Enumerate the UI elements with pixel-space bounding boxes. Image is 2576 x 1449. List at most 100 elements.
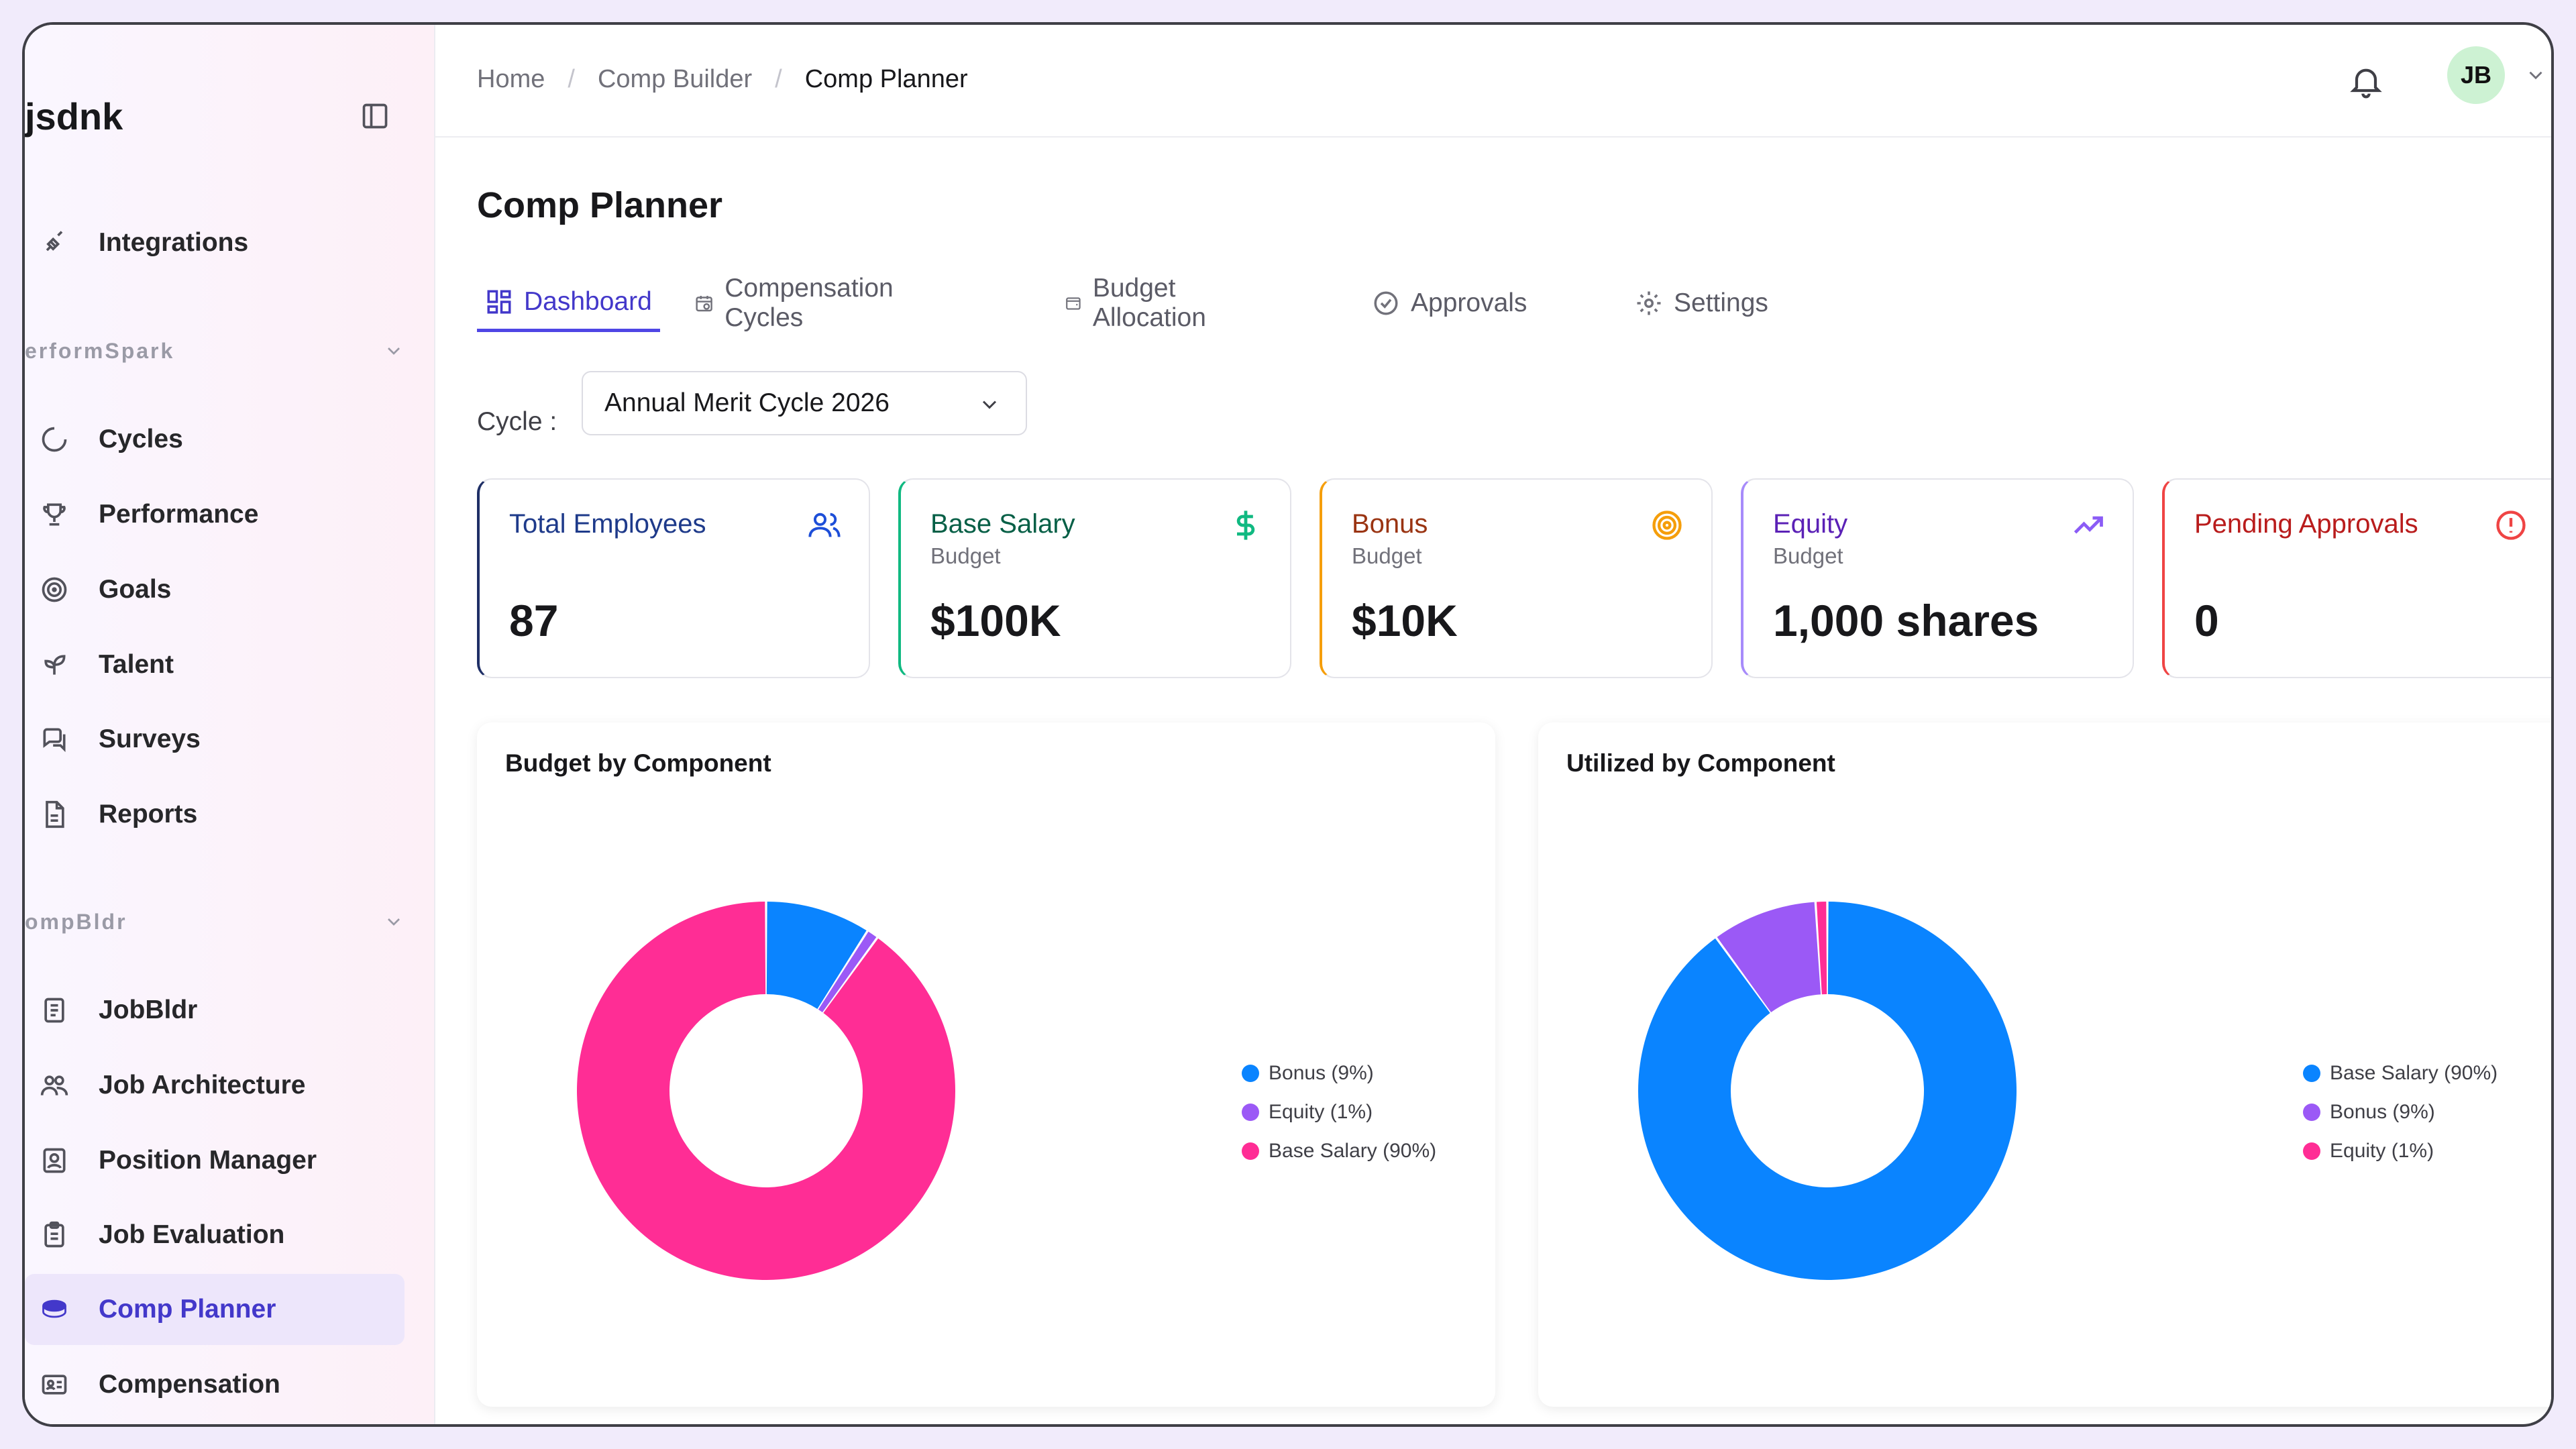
sidebar-item-job-architecture[interactable]: Job Architecture	[25, 1050, 405, 1121]
sidebar-item-label: Goals	[99, 575, 172, 604]
sidebar-item-label: Performance	[99, 500, 259, 529]
breadcrumb-separator: /	[568, 65, 575, 93]
legend-swatch	[1242, 1142, 1259, 1160]
sidebar-item-comp-planner[interactable]: Comp Planner	[25, 1274, 405, 1345]
sidebar-item-label: Job Evaluation	[99, 1220, 285, 1249]
card-value: 0	[2194, 596, 2219, 645]
cycle-icon	[42, 427, 67, 452]
app-window: jsdnk Integrations erformSpark Cycles Pe…	[22, 22, 2554, 1427]
card-title: Total Employees	[509, 509, 706, 539]
sidebar-item-goals[interactable]: Goals	[25, 554, 405, 625]
legend-label: Bonus (9%)	[1269, 1062, 1374, 1084]
card-subtitle: Budget	[1773, 543, 1843, 568]
breadcrumb: Home / Comp Builder / Comp Planner	[477, 65, 968, 94]
legend-item[interactable]: Bonus (9%)	[2303, 1093, 2498, 1132]
sidebar-item-jobbldr[interactable]: JobBldr	[25, 975, 405, 1046]
chart-legend: Bonus (9%) Equity (1%) Base Salary (90%)	[1242, 1054, 1436, 1171]
sidebar-item-cycles[interactable]: Cycles	[25, 404, 405, 475]
card-title: Pending Approvals	[2194, 509, 2418, 539]
card-total-employees: Total Employees 87	[477, 478, 870, 678]
breadcrumb-home[interactable]: Home	[477, 65, 545, 93]
sidebar-item-position-manager[interactable]: Position Manager	[25, 1125, 405, 1196]
main-content: Home / Comp Builder / Comp Planner JB Co…	[435, 25, 2551, 1424]
coins-icon	[42, 1299, 66, 1318]
sidebar-item-performance[interactable]: Performance	[25, 479, 405, 550]
sidebar-item-label: Integrations	[99, 228, 249, 257]
donut-chart-budget	[577, 902, 955, 1280]
card-title: Bonus	[1352, 509, 1428, 539]
card-title: Base Salary	[930, 509, 1075, 539]
legend-item[interactable]: Base Salary (90%)	[1242, 1132, 1436, 1171]
legend-label: Base Salary (90%)	[1269, 1140, 1437, 1162]
tab-dashboard[interactable]: Dashboard	[477, 274, 660, 332]
tab-approvals[interactable]: Approvals	[1372, 274, 1527, 332]
legend-label: Equity (1%)	[1269, 1101, 1373, 1123]
id-card-icon	[42, 1375, 67, 1395]
chart-panel-budget: Budget by Component Bonus (9%) Equity (1%…	[477, 722, 1495, 1407]
donut-chart-utilized	[1638, 902, 2017, 1280]
sidebar-item-job-evaluation[interactable]: Job Evaluation	[25, 1199, 405, 1271]
tab-label: Compensation Cycles	[724, 274, 894, 332]
legend-label: Base Salary (90%)	[2330, 1062, 2498, 1084]
donut-slice[interactable]	[818, 931, 877, 1012]
donut-slice[interactable]	[766, 902, 867, 1009]
chart-panel-utilized: Utilized by Component Base Salary (90%) B…	[1538, 722, 2551, 1407]
target-icon	[42, 577, 67, 602]
legend-swatch	[2303, 1065, 2320, 1082]
sidebar-item-integrations[interactable]: Integrations	[25, 207, 405, 278]
sidebar-item-reports[interactable]: Reports	[25, 779, 405, 850]
trophy-icon	[43, 503, 66, 526]
sidebar-item-talent[interactable]: Talent	[25, 629, 405, 700]
alert-circle-icon	[2496, 511, 2526, 540]
breadcrumb-separator: /	[775, 65, 782, 93]
card-value: $100K	[930, 596, 1061, 645]
cycle-select[interactable]: Annual Merit Cycle 2026	[582, 371, 1027, 435]
badge-icon	[43, 1148, 66, 1173]
card-subtitle: Budget	[930, 543, 1001, 568]
legend-label: Bonus (9%)	[2330, 1101, 2435, 1123]
sidebar-item-label: Surveys	[99, 724, 201, 753]
clipboard-icon	[44, 1221, 64, 1248]
grid-icon	[487, 290, 511, 313]
trend-up-icon	[2074, 516, 2103, 534]
donut-slice[interactable]	[577, 902, 955, 1280]
wallet-icon	[1066, 297, 1081, 310]
tab-budget-allocation[interactable]: Budget Allocation	[1065, 274, 1217, 332]
donut-slice[interactable]	[1816, 902, 1827, 995]
avatar[interactable]: JB	[2447, 46, 2505, 104]
sidebar-item-compensation[interactable]: Compensation	[25, 1349, 405, 1420]
legend-item[interactable]: Base Salary (90%)	[2303, 1054, 2498, 1093]
tab-compensation-cycles[interactable]: Compensation Cycles	[694, 274, 902, 332]
chevron-down-icon[interactable]	[2524, 64, 2547, 87]
gear-icon	[1637, 291, 1661, 315]
section-header-compbldr[interactable]: ompBldr	[25, 902, 405, 942]
section-header-performspark[interactable]: erformSpark	[25, 331, 405, 371]
breadcrumb-comp-builder[interactable]: Comp Builder	[597, 65, 753, 93]
bell-icon[interactable]	[2347, 62, 2385, 100]
legend-label: Equity (1%)	[2330, 1140, 2434, 1162]
calendar-icon	[696, 296, 712, 312]
sidebar-toggle-icon[interactable]	[359, 101, 391, 131]
legend-swatch	[2303, 1104, 2320, 1121]
tab-label: Approvals	[1411, 288, 1527, 317]
cycle-label: Cycle :	[477, 407, 557, 436]
brand-logo: jsdnk	[25, 95, 123, 138]
legend-item[interactable]: Bonus (9%)	[1242, 1054, 1436, 1093]
card-equity: Equity Budget 1,000 shares	[1741, 478, 2134, 678]
chevron-down-icon	[388, 918, 400, 926]
users-icon	[808, 513, 841, 537]
legend-item[interactable]: Equity (1%)	[1242, 1093, 1436, 1132]
dollar-icon	[1236, 511, 1255, 540]
sidebar-item-label: Cycles	[99, 425, 183, 453]
legend-swatch	[2303, 1142, 2320, 1160]
top-bar: Home / Comp Builder / Comp Planner JB	[435, 25, 2551, 138]
sidebar-item-surveys[interactable]: Surveys	[25, 704, 405, 775]
card-title: Equity	[1773, 509, 1848, 539]
doc-icon	[44, 998, 64, 1023]
donut-slice[interactable]	[1638, 902, 2017, 1280]
tab-label: Dashboard	[524, 286, 652, 316]
sidebar: jsdnk Integrations erformSpark Cycles Pe…	[25, 25, 435, 1424]
donut-slice[interactable]	[1717, 902, 1821, 1012]
legend-item[interactable]: Equity (1%)	[2303, 1132, 2498, 1171]
tab-settings[interactable]: Settings	[1635, 274, 1768, 332]
